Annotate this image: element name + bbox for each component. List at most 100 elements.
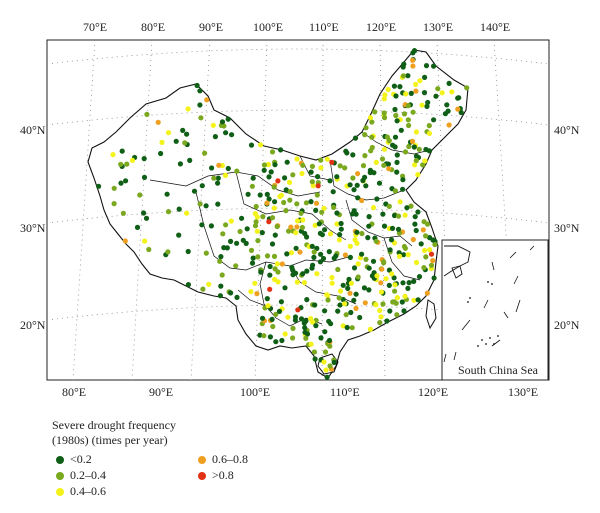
station-dot [336, 295, 342, 301]
station-dot [144, 111, 150, 117]
legend-label: >0.8 [212, 468, 234, 482]
station-dot [428, 251, 435, 257]
station-dots [96, 48, 470, 380]
station-dot [381, 259, 387, 265]
station-dot [343, 312, 349, 318]
station-dot [389, 225, 396, 231]
station-dot [272, 199, 278, 205]
station-dot [111, 185, 117, 191]
station-dot [392, 134, 399, 140]
legend: Severe drought frequency (1980s) (times … [52, 418, 282, 502]
station-dot [290, 272, 296, 278]
station-dot [215, 201, 221, 207]
station-dot [430, 237, 436, 243]
station-dot [318, 251, 324, 257]
station-dot [237, 228, 243, 235]
station-dot [401, 61, 407, 67]
station-dot [348, 280, 354, 286]
station-dot [309, 179, 315, 185]
station-dot [243, 240, 249, 246]
station-dot [416, 274, 423, 280]
station-dot [355, 171, 361, 177]
station-dot [413, 129, 419, 135]
station-dot [392, 106, 398, 113]
station-dot [312, 302, 318, 308]
station-dot [394, 159, 400, 165]
station-dot [420, 227, 426, 233]
station-dot [129, 157, 136, 163]
station-dot [388, 237, 395, 243]
station-dot [386, 267, 392, 273]
station-dot [464, 85, 470, 91]
station-dot [344, 324, 350, 331]
station-dot [363, 183, 369, 189]
station-dot [386, 166, 392, 172]
station-dot [403, 91, 409, 97]
station-dot [248, 247, 255, 253]
station-dot [289, 264, 295, 270]
station-dot [382, 92, 388, 98]
legend-label: 0.6–0.8 [212, 452, 248, 466]
station-dot [221, 245, 227, 251]
station-dot [298, 316, 305, 322]
station-dot [294, 156, 300, 162]
station-dot [252, 211, 258, 217]
station-dot [111, 201, 117, 207]
station-dot [264, 296, 270, 302]
tick-top-130E: 130°E [423, 20, 453, 34]
station-dot [300, 162, 306, 168]
station-dot [365, 235, 371, 241]
station-dot [249, 260, 256, 266]
station-dot [421, 90, 428, 96]
station-dot [223, 130, 229, 136]
station-dot [120, 210, 126, 216]
station-dot [402, 212, 408, 218]
station-dot [394, 152, 400, 158]
station-dot [412, 214, 418, 220]
station-dot [401, 252, 407, 258]
station-dot [176, 232, 182, 238]
station-dot [203, 250, 209, 256]
station-dot [348, 309, 354, 316]
station-dot [326, 337, 333, 344]
station-dot [185, 106, 191, 112]
station-dot [386, 203, 392, 209]
station-dot [309, 163, 315, 169]
station-dot [373, 159, 379, 165]
station-dot [353, 305, 359, 311]
station-dot [347, 182, 353, 188]
station-dot [210, 122, 216, 128]
station-dot [311, 249, 317, 255]
station-dot [308, 199, 314, 205]
station-dot [373, 238, 379, 244]
station-dot [422, 158, 428, 164]
station-dot [405, 103, 411, 109]
station-dot [387, 308, 393, 314]
station-dot [372, 109, 378, 115]
station-dot [377, 320, 383, 326]
station-dot [374, 273, 380, 279]
station-dot [303, 200, 309, 206]
station-dot [290, 325, 296, 331]
station-dot [366, 287, 372, 293]
station-dot [259, 315, 266, 321]
station-dot [187, 157, 193, 163]
station-dot [361, 285, 367, 291]
station-dot [313, 323, 319, 329]
station-dot [416, 146, 422, 152]
station-dot [309, 319, 316, 325]
station-dot [335, 308, 341, 314]
station-dot [142, 238, 148, 244]
station-dot [412, 221, 418, 227]
station-dot [327, 231, 334, 237]
station-dot [420, 162, 426, 168]
station-dot [141, 210, 147, 216]
station-dot [215, 175, 221, 181]
station-dot [219, 272, 225, 278]
station-dot [322, 308, 328, 314]
station-dot [455, 106, 461, 112]
station-dot [366, 265, 372, 271]
station-dot [233, 263, 239, 269]
station-dot [255, 254, 261, 260]
station-dot [234, 240, 240, 246]
